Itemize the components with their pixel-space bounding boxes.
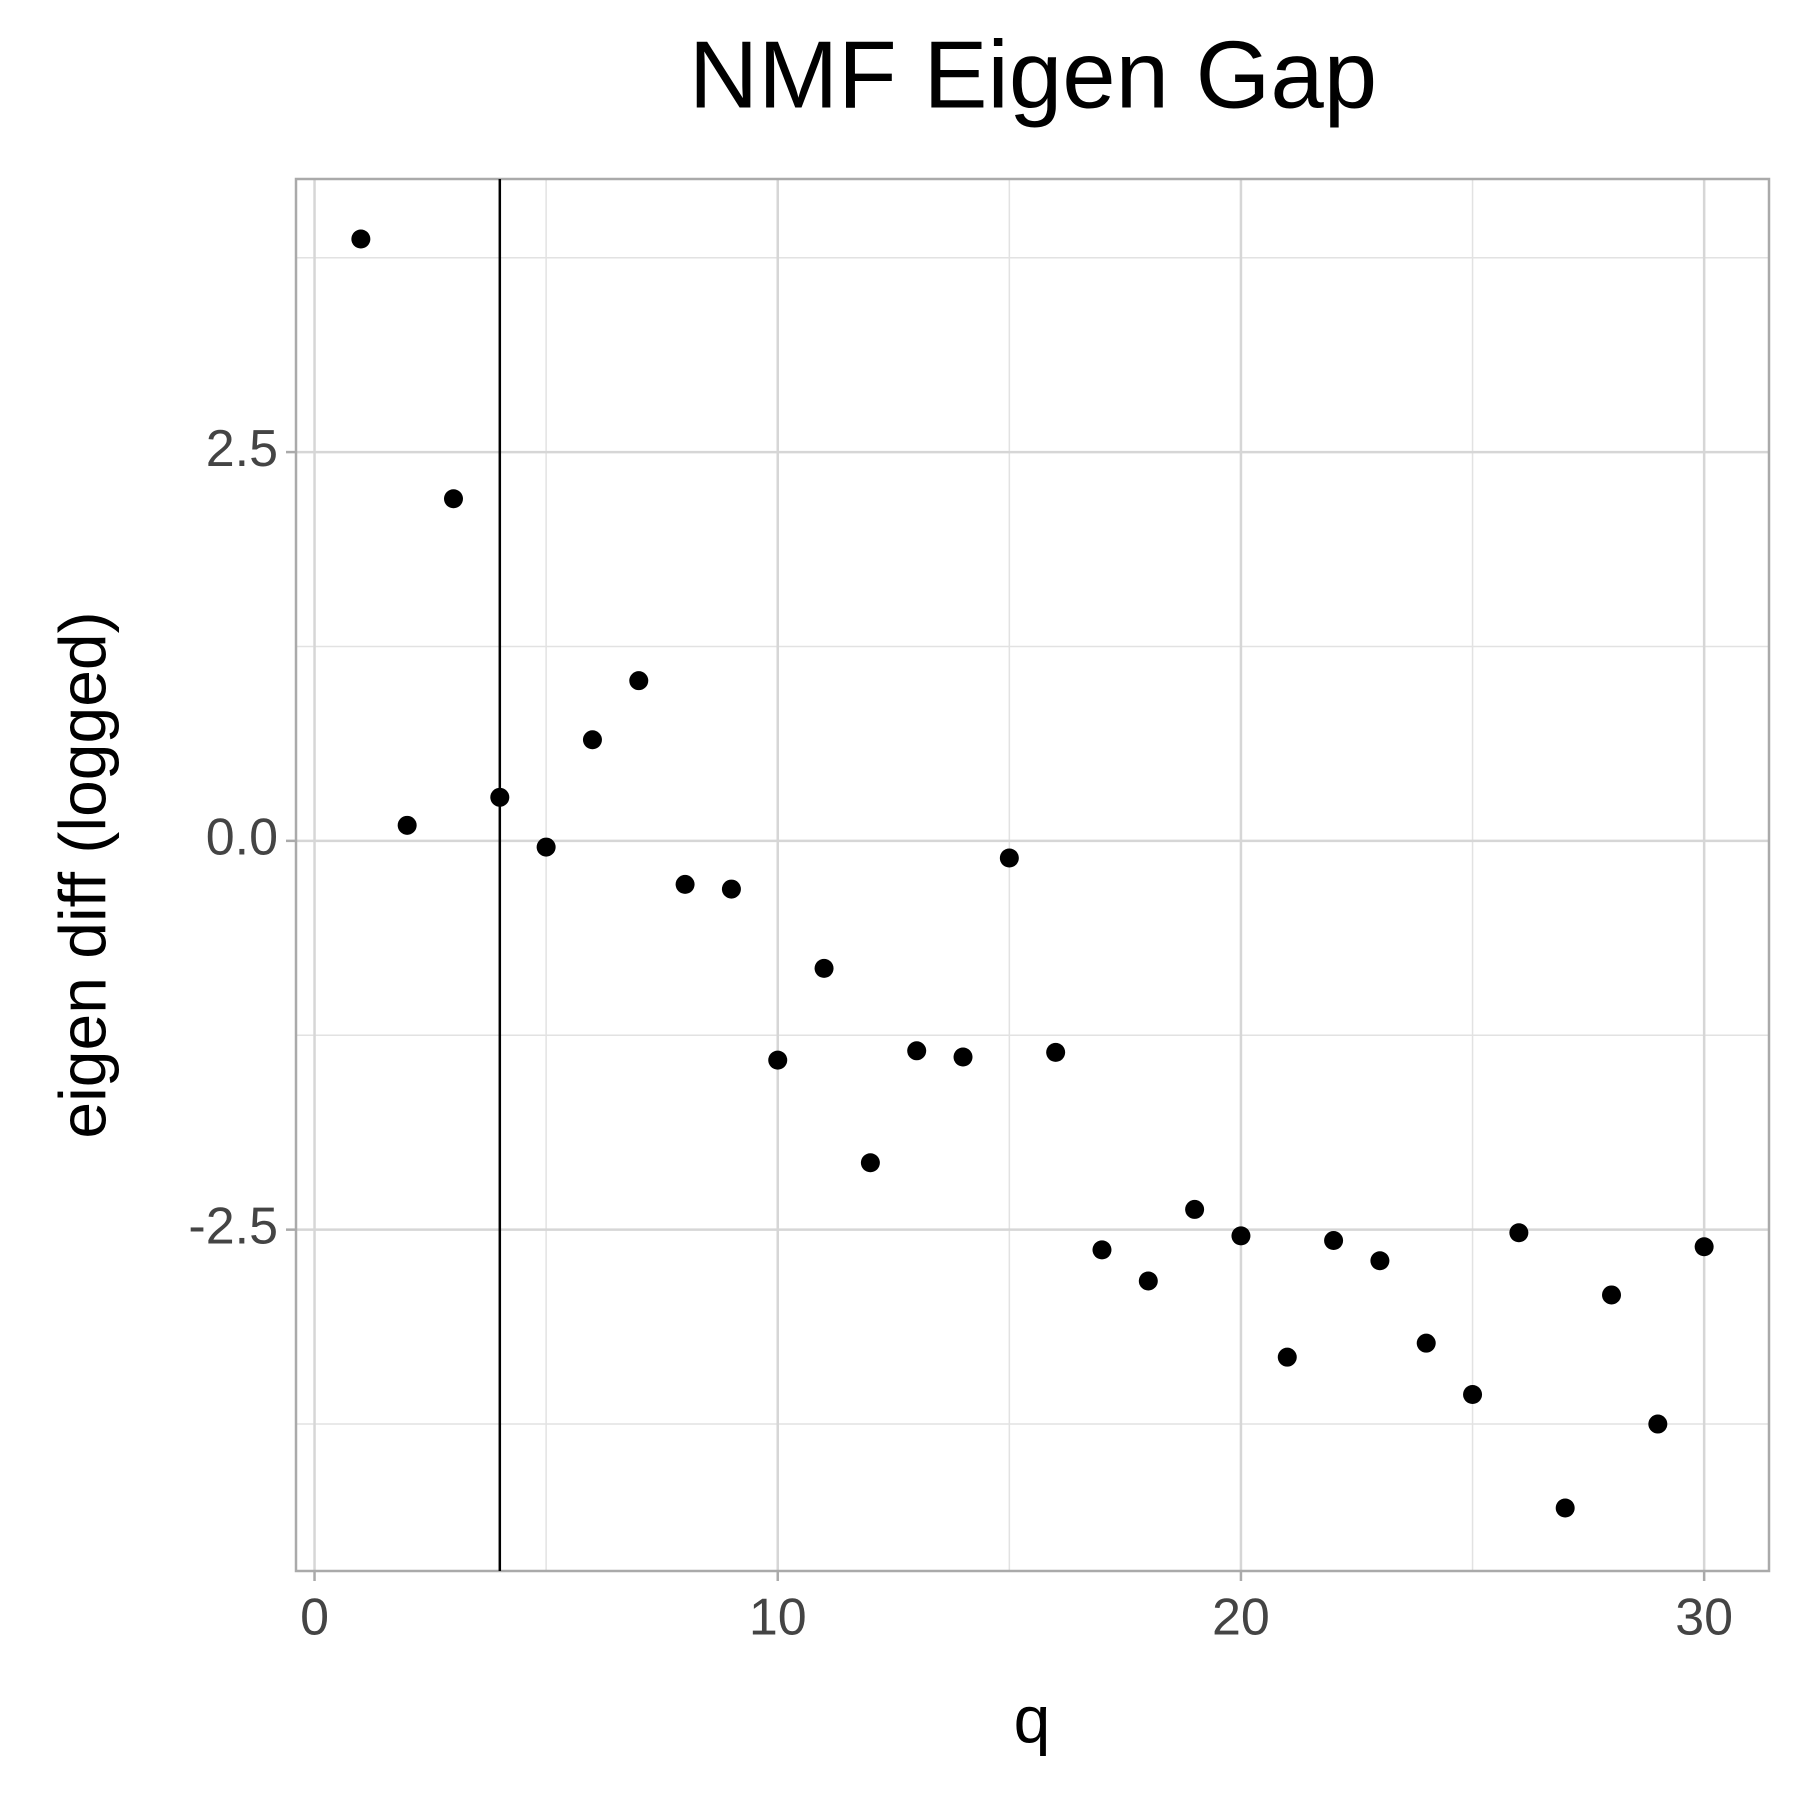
point bbox=[1602, 1285, 1622, 1305]
point bbox=[1185, 1199, 1205, 1219]
point bbox=[1694, 1237, 1714, 1257]
point bbox=[443, 489, 463, 509]
point bbox=[1416, 1333, 1436, 1353]
x-tick-label: 20 bbox=[1212, 1589, 1270, 1647]
point bbox=[1277, 1347, 1297, 1367]
point bbox=[1138, 1271, 1158, 1291]
y-axis-title: eigen diff (logged) bbox=[45, 611, 119, 1138]
point bbox=[953, 1047, 973, 1067]
point bbox=[1324, 1231, 1344, 1251]
point bbox=[1509, 1223, 1529, 1243]
point bbox=[721, 879, 741, 899]
y-tick-label: 0.0 bbox=[206, 809, 278, 867]
plot-border bbox=[294, 177, 1771, 1573]
x-tick-label: 0 bbox=[300, 1589, 329, 1647]
point bbox=[1092, 1240, 1112, 1260]
point bbox=[629, 671, 649, 691]
point bbox=[397, 815, 417, 835]
point bbox=[999, 848, 1019, 868]
point bbox=[536, 837, 556, 857]
point bbox=[1046, 1042, 1066, 1062]
x-tick-label: 10 bbox=[749, 1589, 807, 1647]
x-axis-title: q bbox=[1014, 1682, 1051, 1756]
point bbox=[1648, 1414, 1668, 1434]
point bbox=[1370, 1251, 1390, 1271]
point bbox=[490, 787, 510, 807]
point bbox=[1231, 1226, 1251, 1246]
point bbox=[351, 229, 371, 249]
point bbox=[582, 730, 602, 750]
point bbox=[1463, 1384, 1483, 1404]
y-tick-label: -2.5 bbox=[188, 1197, 278, 1255]
point bbox=[675, 874, 695, 894]
point bbox=[907, 1041, 927, 1061]
point bbox=[814, 958, 834, 978]
x-tick-label: 30 bbox=[1675, 1589, 1733, 1647]
point bbox=[1555, 1498, 1575, 1518]
chart-title: NMF Eigen Gap bbox=[689, 21, 1377, 128]
point bbox=[768, 1050, 788, 1070]
point bbox=[860, 1153, 880, 1173]
y-tick-label: 2.5 bbox=[206, 420, 278, 478]
